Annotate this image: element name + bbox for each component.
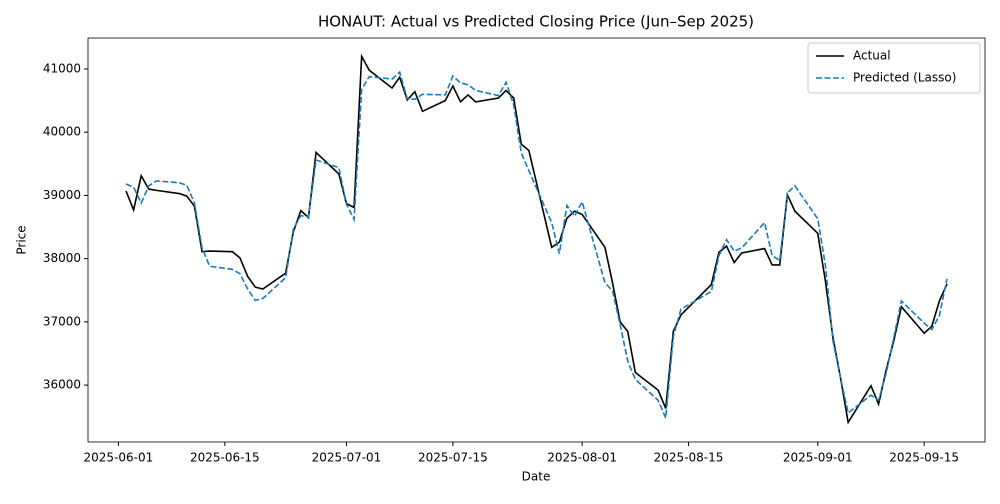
y-tick-label: 39000	[43, 188, 81, 202]
legend-label: Actual	[853, 49, 891, 63]
x-tick-label: 2025-07-01	[312, 451, 382, 465]
series-line	[125, 53, 948, 425]
x-tick-label: 2025-08-01	[547, 451, 617, 465]
x-tick-label: 2025-06-01	[84, 451, 154, 465]
y-tick-label: 38000	[43, 251, 81, 265]
y-tick-label: 36000	[43, 378, 81, 392]
x-axis-label: Date	[522, 470, 551, 484]
legend-box	[807, 42, 981, 94]
x-tick-label: 2025-06-15	[190, 451, 260, 465]
legend-label: Predicted (Lasso)	[853, 71, 956, 85]
y-tick-label: 40000	[43, 125, 81, 139]
x-tick-label: 2025-08-15	[654, 451, 724, 465]
x-tick-label: 2025-07-15	[418, 451, 488, 465]
y-axis-label: Price	[15, 225, 29, 254]
x-tick-label: 2025-09-01	[783, 451, 853, 465]
chart-title: HONAUT: Actual vs Predicted Closing Pric…	[318, 13, 754, 31]
y-tick-label: 41000	[43, 61, 81, 75]
x-tick-label: 2025-09-15	[889, 451, 959, 465]
y-tick-label: 37000	[43, 314, 81, 328]
plot-frame	[87, 37, 986, 443]
series-line	[125, 70, 948, 419]
